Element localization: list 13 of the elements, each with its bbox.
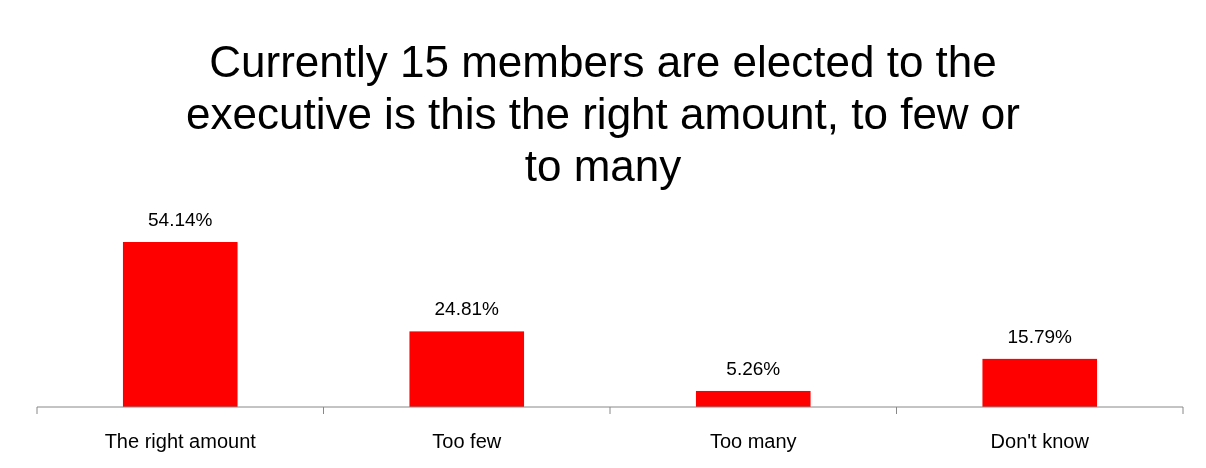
data-label: 15.79% xyxy=(1007,325,1073,347)
bar xyxy=(122,242,238,407)
x-tick-label: Too few xyxy=(432,430,502,452)
data-label: 24.81% xyxy=(434,298,500,320)
bar xyxy=(409,331,525,407)
x-tick-label: The right amount xyxy=(104,430,257,452)
chart-title: Currently 15 members are elected to the executive is this the right amount, to few or to many xyxy=(186,37,1020,190)
data-label: 54.14% xyxy=(148,209,213,230)
bar xyxy=(982,358,1098,407)
data-label: 5.26% xyxy=(726,357,781,379)
x-tick-label: Too many xyxy=(709,430,797,452)
x-tick-label: Don't know xyxy=(990,430,1090,452)
bar xyxy=(695,390,811,407)
